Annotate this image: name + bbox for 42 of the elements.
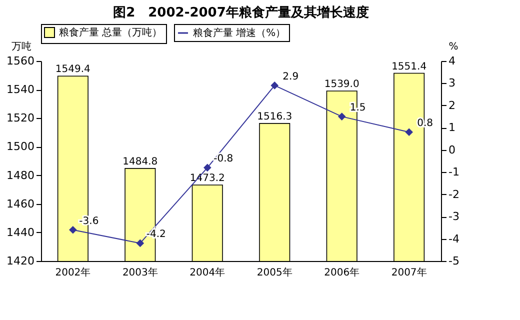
data-label: 1539.0 [324, 79, 360, 90]
y-tick-label: 1520 [6, 112, 34, 125]
x-tick-label: 2002年 [55, 266, 91, 278]
y2-tick-label: 3 [448, 76, 456, 90]
legend-label: 粮食产量 总量（万吨） [59, 26, 162, 38]
data-label: 1551.4 [392, 61, 427, 72]
point [136, 240, 144, 247]
y-tick-label: 1540 [6, 83, 34, 96]
point [204, 164, 211, 172]
legend-label: 粮食产量 增速（%） [193, 27, 286, 39]
y-tick-label: 1440 [6, 226, 34, 239]
y2-tick-label: 1 [448, 121, 456, 134]
data-label: 2.9 [282, 71, 299, 82]
y-tick-label: 1420 [6, 254, 34, 268]
chart-title: 图2 2002-2007年粮食产量及其增长速度 [113, 4, 369, 20]
x-tick-label: 2006年 [324, 266, 360, 278]
y2-axis-title: % [448, 42, 458, 52]
y-tick-label: 1460 [6, 197, 34, 210]
point [406, 128, 413, 136]
data-label: -0.8 [214, 154, 234, 165]
x-tick-label: 2003年 [122, 266, 158, 278]
y2-tick-label: 2 [448, 98, 456, 112]
data-label: 1484.8 [122, 156, 158, 168]
y2-tick-label: 4 [448, 54, 456, 68]
y2-tick-label: -5 [448, 254, 460, 268]
point [338, 113, 346, 120]
x-tick-label: 2005年 [256, 266, 292, 278]
y-axis-title: 万吨 [12, 40, 32, 52]
y-tick-label: 1500 [6, 140, 34, 154]
y2-tick-label: -1 [448, 166, 460, 179]
data-label: 1549.4 [55, 64, 90, 76]
y2-tick-label: -2 [448, 188, 460, 201]
y-tick-label: 1480 [6, 168, 34, 182]
data-label: 1516.3 [257, 111, 292, 122]
x-tick-label: 2004年 [190, 266, 226, 278]
y2-tick-label: 0 [448, 143, 456, 156]
point [69, 226, 76, 234]
y-tick-label: 1560 [6, 54, 34, 68]
x-tick-label: 2007年 [391, 266, 427, 278]
y2-tick-label: -4 [448, 232, 460, 246]
y2-tick-label: -3 [448, 210, 460, 224]
point [271, 82, 278, 89]
